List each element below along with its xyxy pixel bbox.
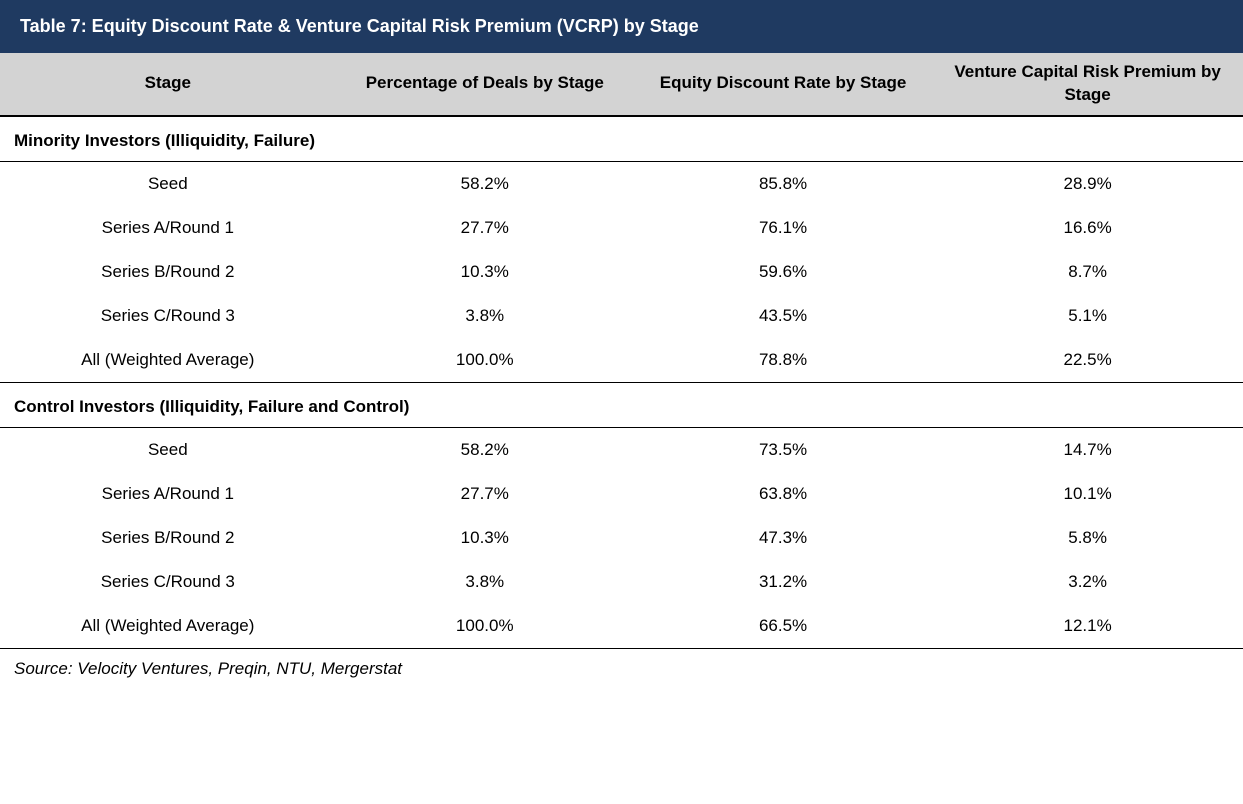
- cell-vcrp: 3.2%: [932, 572, 1243, 592]
- cell-edr: 73.5%: [634, 440, 932, 460]
- cell-vcrp: 14.7%: [932, 440, 1243, 460]
- col-header-equity-discount: Equity Discount Rate by Stage: [634, 53, 932, 115]
- table-row: All (Weighted Average) 100.0% 66.5% 12.1…: [0, 604, 1243, 649]
- cell-pct: 3.8%: [336, 572, 634, 592]
- cell-pct: 10.3%: [336, 528, 634, 548]
- table-row: Seed 58.2% 73.5% 14.7%: [0, 428, 1243, 472]
- cell-stage: Seed: [0, 440, 336, 460]
- cell-pct: 3.8%: [336, 306, 634, 326]
- cell-stage: Seed: [0, 174, 336, 194]
- section-heading-control: Control Investors (Illiquidity, Failure …: [0, 383, 1243, 428]
- cell-vcrp: 10.1%: [932, 484, 1243, 504]
- col-header-pct-deals: Percentage of Deals by Stage: [336, 53, 634, 115]
- cell-edr: 66.5%: [634, 616, 932, 636]
- table-row: Series C/Round 3 3.8% 43.5% 5.1%: [0, 294, 1243, 338]
- cell-pct: 58.2%: [336, 440, 634, 460]
- cell-edr: 85.8%: [634, 174, 932, 194]
- cell-vcrp: 22.5%: [932, 350, 1243, 370]
- table-title: Table 7: Equity Discount Rate & Venture …: [0, 0, 1243, 53]
- col-header-stage: Stage: [0, 53, 336, 115]
- cell-stage: All (Weighted Average): [0, 350, 336, 370]
- cell-edr: 43.5%: [634, 306, 932, 326]
- table-row: Series B/Round 2 10.3% 47.3% 5.8%: [0, 516, 1243, 560]
- table-row: Series A/Round 1 27.7% 76.1% 16.6%: [0, 206, 1243, 250]
- cell-stage: All (Weighted Average): [0, 616, 336, 636]
- cell-stage: Series B/Round 2: [0, 528, 336, 548]
- cell-pct: 100.0%: [336, 616, 634, 636]
- cell-stage: Series C/Round 3: [0, 306, 336, 326]
- cell-pct: 100.0%: [336, 350, 634, 370]
- cell-edr: 31.2%: [634, 572, 932, 592]
- table-row: Series B/Round 2 10.3% 59.6% 8.7%: [0, 250, 1243, 294]
- cell-pct: 27.7%: [336, 218, 634, 238]
- cell-edr: 59.6%: [634, 262, 932, 282]
- cell-stage: Series A/Round 1: [0, 484, 336, 504]
- cell-pct: 58.2%: [336, 174, 634, 194]
- vcrp-table: Table 7: Equity Discount Rate & Venture …: [0, 0, 1243, 689]
- cell-vcrp: 5.1%: [932, 306, 1243, 326]
- section-heading-minority: Minority Investors (Illiquidity, Failure…: [0, 117, 1243, 162]
- cell-edr: 47.3%: [634, 528, 932, 548]
- cell-vcrp: 28.9%: [932, 174, 1243, 194]
- cell-stage: Series B/Round 2: [0, 262, 336, 282]
- table-row: Series C/Round 3 3.8% 31.2% 3.2%: [0, 560, 1243, 604]
- cell-pct: 27.7%: [336, 484, 634, 504]
- cell-stage: Series C/Round 3: [0, 572, 336, 592]
- cell-edr: 63.8%: [634, 484, 932, 504]
- cell-pct: 10.3%: [336, 262, 634, 282]
- source-citation: Source: Velocity Ventures, Preqin, NTU, …: [0, 649, 1243, 689]
- column-header-row: Stage Percentage of Deals by Stage Equit…: [0, 53, 1243, 117]
- cell-edr: 76.1%: [634, 218, 932, 238]
- cell-edr: 78.8%: [634, 350, 932, 370]
- table-row: Seed 58.2% 85.8% 28.9%: [0, 162, 1243, 206]
- table-row: Series A/Round 1 27.7% 63.8% 10.1%: [0, 472, 1243, 516]
- cell-vcrp: 8.7%: [932, 262, 1243, 282]
- cell-vcrp: 12.1%: [932, 616, 1243, 636]
- table-row: All (Weighted Average) 100.0% 78.8% 22.5…: [0, 338, 1243, 383]
- cell-vcrp: 16.6%: [932, 218, 1243, 238]
- cell-stage: Series A/Round 1: [0, 218, 336, 238]
- cell-vcrp: 5.8%: [932, 528, 1243, 548]
- col-header-vcrp: Venture Capital Risk Premium by Stage: [932, 53, 1243, 115]
